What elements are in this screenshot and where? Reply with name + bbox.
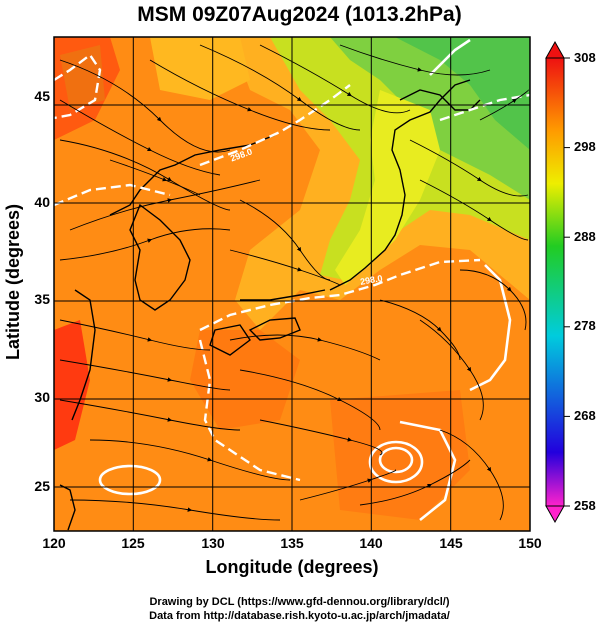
wind-streamlines <box>59 44 529 521</box>
y-tick-label: 45 <box>34 88 50 104</box>
colorbar-tick-label: 288 <box>574 229 596 244</box>
x-tick-label: 150 <box>518 535 542 551</box>
colorbar-tick-label: 308 <box>574 50 596 65</box>
colorbar-min-arrow <box>545 505 565 524</box>
x-tick-label: 145 <box>439 535 463 551</box>
x-tick-label: 125 <box>121 535 145 551</box>
y-tick-label: 35 <box>34 291 50 307</box>
colorbar-tick-label: 258 <box>574 498 596 513</box>
x-axis-label: Longitude (degrees) <box>205 557 379 577</box>
x-tick-label: 130 <box>201 535 225 551</box>
colorbar <box>545 40 570 524</box>
x-tick-label: 140 <box>359 535 383 551</box>
colorbar-tick-label: 268 <box>574 408 596 423</box>
x-tick-label: 135 <box>280 535 304 551</box>
colorbar-tick-label: 278 <box>574 318 596 333</box>
x-tick-label: 120 <box>42 535 66 551</box>
colorbar-max-arrow <box>545 40 565 59</box>
y-tick-label: 25 <box>34 478 50 494</box>
y-tick-label: 30 <box>34 389 50 405</box>
colorbar-tick-label: 298 <box>574 139 596 154</box>
temperature-field <box>54 37 530 531</box>
y-tick-label: 40 <box>34 194 50 210</box>
plot-frame <box>53 36 531 532</box>
footer-source: Data from http://database.rish.kyoto-u.a… <box>149 610 450 622</box>
y-axis-label: Latitude (degrees) <box>3 203 23 361</box>
plot-title: MSM 09Z07Aug2024 (1013.2hPa) <box>137 3 462 26</box>
footer-credit: Drawing by DCL (https://www.gfd-dennou.o… <box>149 596 450 608</box>
